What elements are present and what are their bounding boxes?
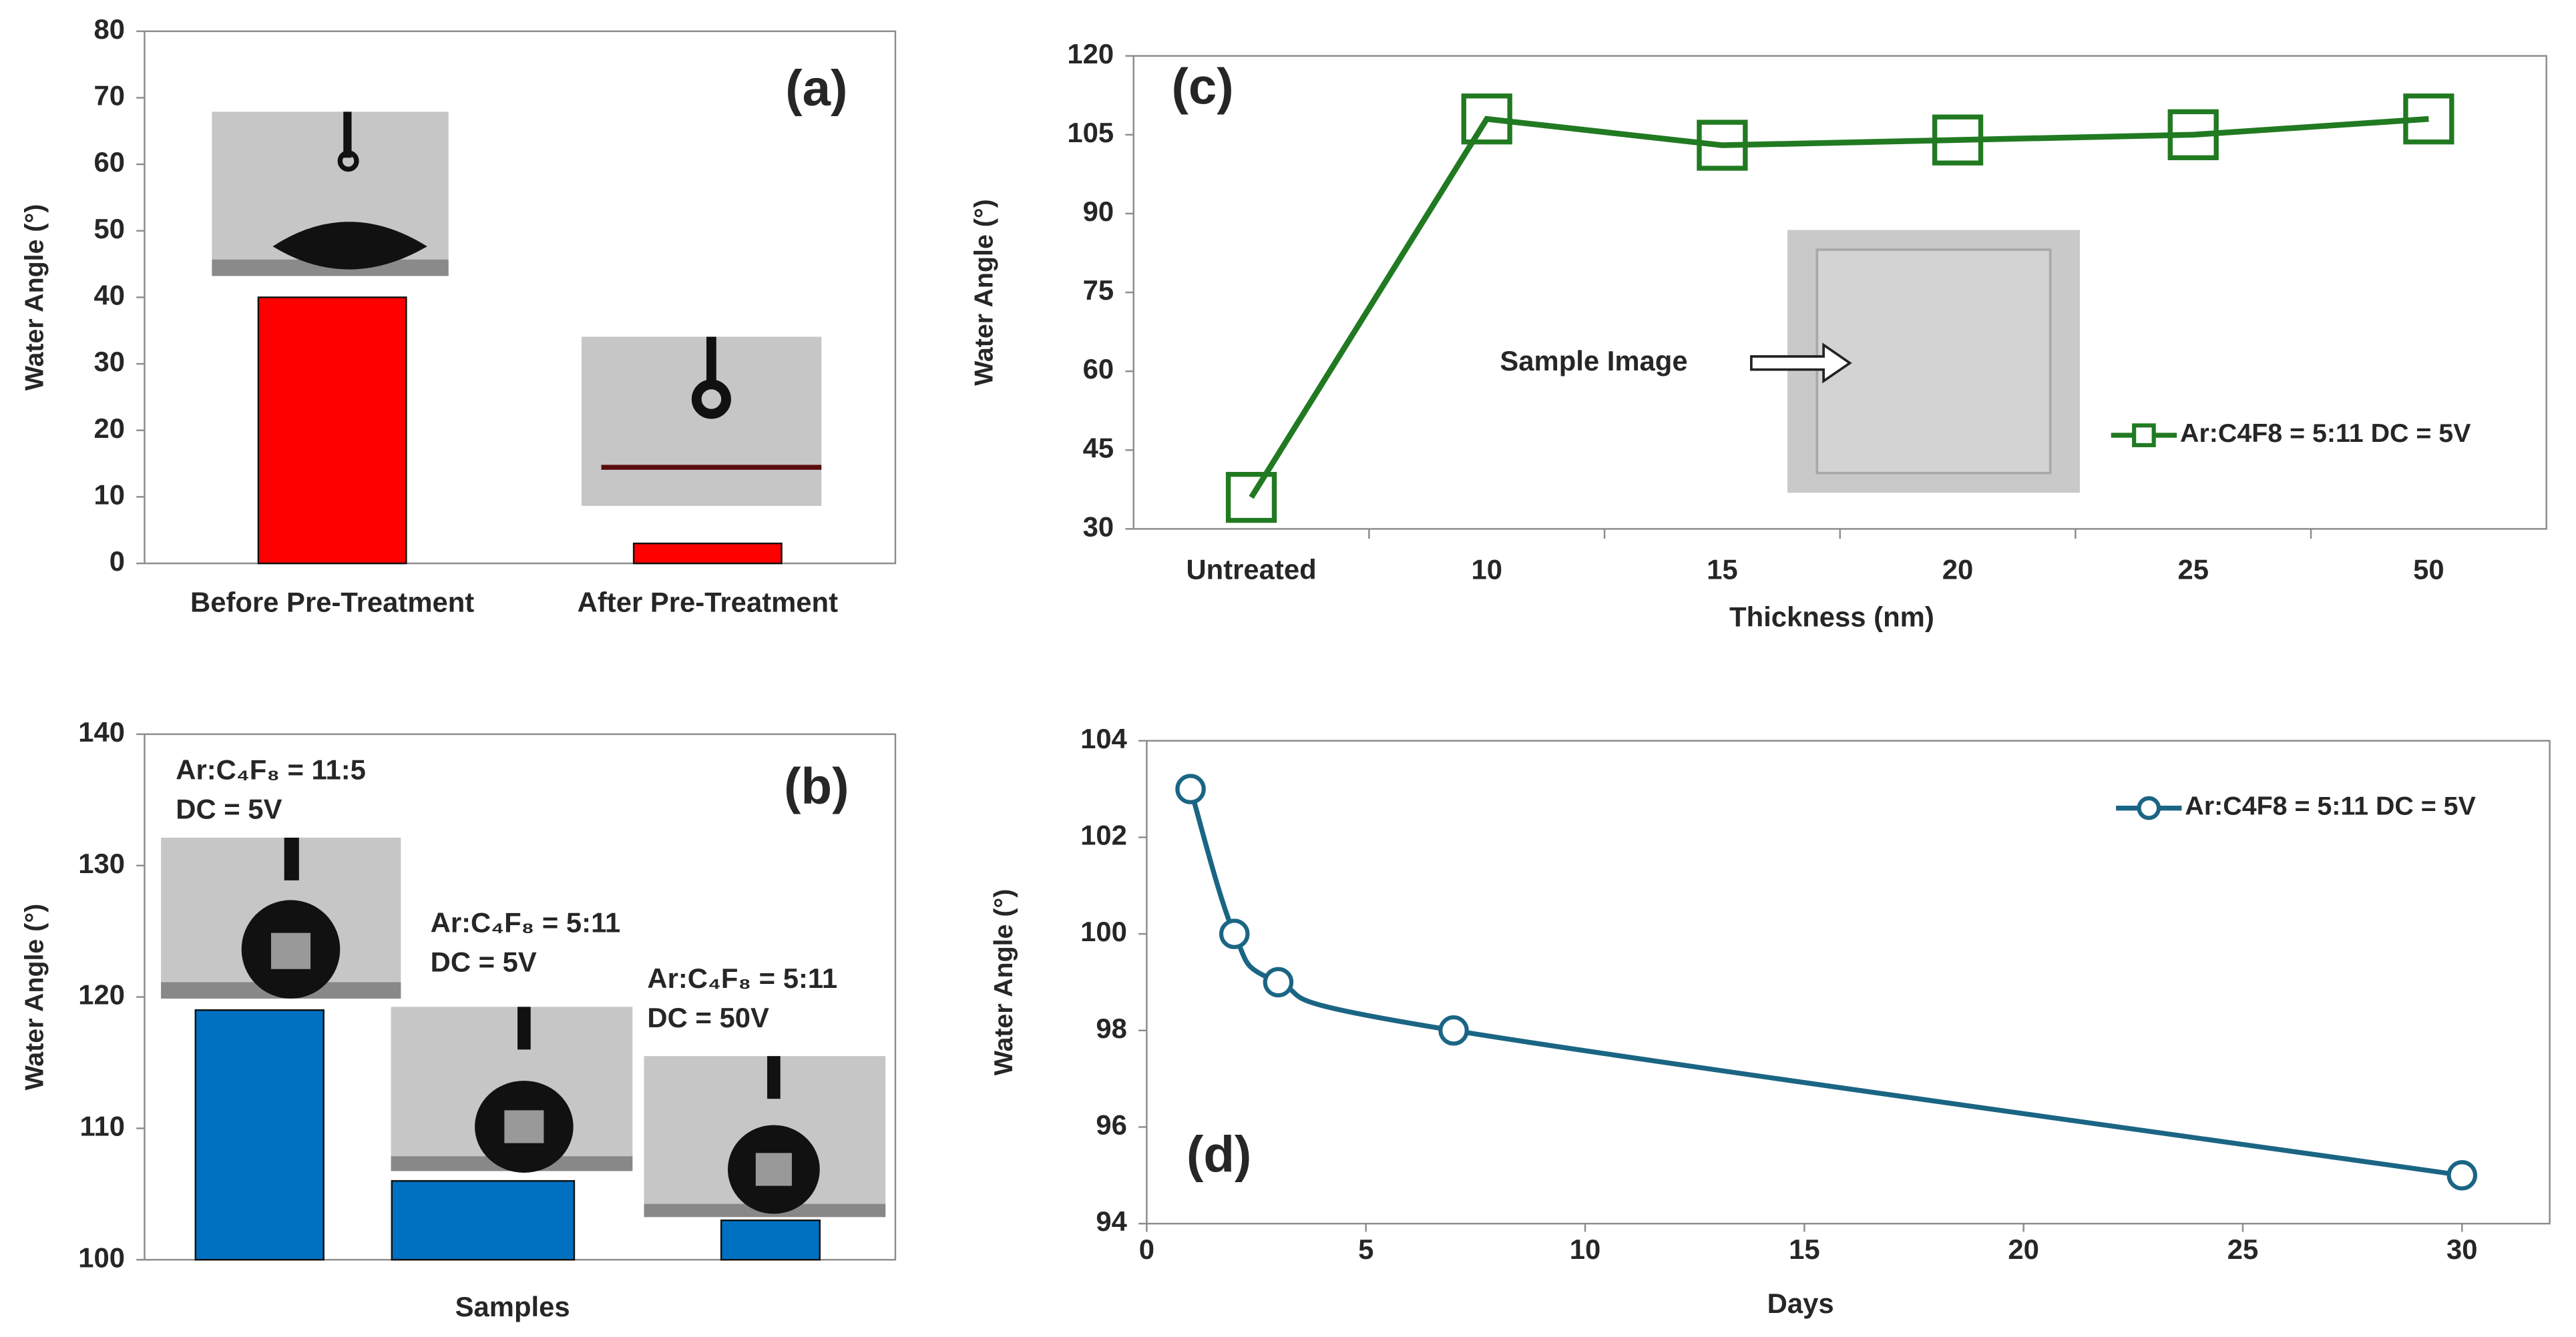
y-tick-label: 104	[1080, 723, 1128, 754]
y-tick-label: 90	[1083, 196, 1114, 227]
bar	[632, 542, 783, 565]
y-tick-label: 96	[1096, 1109, 1127, 1141]
x-tick-label: 25	[2177, 553, 2209, 585]
y-tick-label: 0	[110, 545, 125, 577]
annotation: DC = 50V	[647, 1002, 769, 1033]
bar	[391, 1179, 576, 1261]
legend-box: Ar:C4F8 = 5:11 DC = 5V	[2180, 420, 2471, 449]
y-tick-label: 40	[93, 279, 125, 310]
marker	[1461, 93, 1512, 145]
sample-photo	[1750, 230, 2080, 493]
x-tick-label: 15	[1707, 553, 1738, 585]
marker	[2446, 1160, 2478, 1191]
annotation: DC = 5V	[431, 946, 537, 977]
y-axis-label: Water Angle (°)	[20, 904, 49, 1091]
marker	[1263, 967, 1294, 998]
y-tick-label: 140	[78, 716, 125, 748]
annotation: Ar:C₄F₈ = 5:11	[647, 963, 837, 994]
marker	[1438, 1015, 1469, 1046]
x-tick-label: 10	[1570, 1234, 1601, 1265]
annotation: Ar:C₄F₈ = 5:11	[431, 906, 621, 938]
x-tick-label: 50	[2413, 553, 2444, 585]
legend-label: Ar:C4F8 = 5:11 DC = 5V	[2185, 793, 2476, 822]
y-tick-label: 120	[1067, 38, 1114, 69]
panel-label: (b)	[784, 758, 849, 815]
annotation: Ar:C₄F₈ = 11:5	[176, 754, 366, 786]
y-tick-label: 30	[1083, 511, 1114, 542]
marker	[2167, 109, 2219, 160]
panel-label: (c)	[1171, 59, 1233, 115]
x-tick-label: 15	[1789, 1234, 1820, 1265]
marker	[2403, 93, 2454, 145]
bar	[720, 1219, 821, 1261]
y-tick-label: 45	[1083, 432, 1114, 463]
x-tick-label: 20	[1942, 553, 1974, 585]
x-tick-label: Untreated	[1186, 553, 1316, 585]
x-axis-label: Thickness (nm)	[1729, 601, 1934, 633]
series-line	[1249, 115, 2429, 499]
y-axis-label: Water Angle (°)	[20, 204, 49, 391]
legend-marker	[2137, 796, 2161, 820]
y-tick-label: 130	[78, 848, 125, 879]
marker	[1932, 114, 1984, 166]
annotation: DC = 5V	[176, 794, 282, 825]
x-tick-label: 10	[1471, 553, 1502, 585]
marker	[1697, 119, 1748, 171]
y-tick-label: 100	[78, 1242, 125, 1273]
legend-marker	[2132, 423, 2156, 447]
image-label: Sample Image	[1500, 345, 1687, 376]
y-axis-label: Water Angle (°)	[989, 889, 1018, 1076]
legend-box: Ar:C4F8 = 5:11 DC = 5V	[2185, 793, 2476, 822]
x-tick-label: 20	[2008, 1234, 2039, 1265]
y-tick-label: 120	[78, 979, 125, 1011]
y-tick-label: 110	[80, 1110, 125, 1141]
x-tick-label: 25	[2227, 1234, 2259, 1265]
droplet-photo	[582, 336, 822, 506]
marker	[1225, 471, 1277, 523]
panel-label: (a)	[785, 60, 847, 117]
panel-label: (d)	[1187, 1126, 1251, 1183]
y-tick-label: 100	[1080, 916, 1127, 947]
y-tick-label: 20	[93, 413, 125, 444]
droplet-photo	[212, 111, 449, 276]
y-tick-label: 50	[93, 213, 125, 244]
y-tick-label: 60	[93, 146, 125, 178]
y-tick-label: 10	[93, 479, 125, 510]
x-tick-label: 30	[2446, 1234, 2478, 1265]
y-tick-label: 105	[1067, 117, 1114, 148]
x-axis-label: Days	[1767, 1288, 1834, 1319]
y-tick-label: 102	[1080, 819, 1127, 850]
bar	[194, 1009, 325, 1261]
y-tick-label: 30	[93, 346, 125, 377]
x-tick-label: 0	[1139, 1234, 1154, 1265]
y-tick-label: 70	[93, 80, 125, 111]
x-tick-label: 5	[1358, 1234, 1373, 1265]
droplet-photo	[161, 837, 401, 999]
y-axis-label: Water Angle (°)	[970, 199, 999, 386]
y-tick-label: 80	[93, 13, 125, 45]
legend-label: Ar:C4F8 = 5:11 DC = 5V	[2180, 420, 2471, 449]
x-tick-label: Before Pre-Treatment	[190, 587, 474, 618]
marker	[1175, 774, 1206, 804]
droplet-photo	[644, 1056, 886, 1218]
y-tick-label: 98	[1096, 1013, 1127, 1044]
plot-frame	[1146, 740, 2551, 1225]
y-tick-label: 75	[1083, 274, 1114, 306]
y-tick-label: 60	[1083, 353, 1114, 384]
marker	[1219, 918, 1250, 949]
x-tick-label: After Pre-Treatment	[578, 587, 838, 618]
x-axis-label: Samples	[455, 1291, 570, 1322]
droplet-photo	[391, 1007, 633, 1173]
bar	[257, 296, 407, 565]
y-tick-label: 94	[1096, 1206, 1127, 1237]
